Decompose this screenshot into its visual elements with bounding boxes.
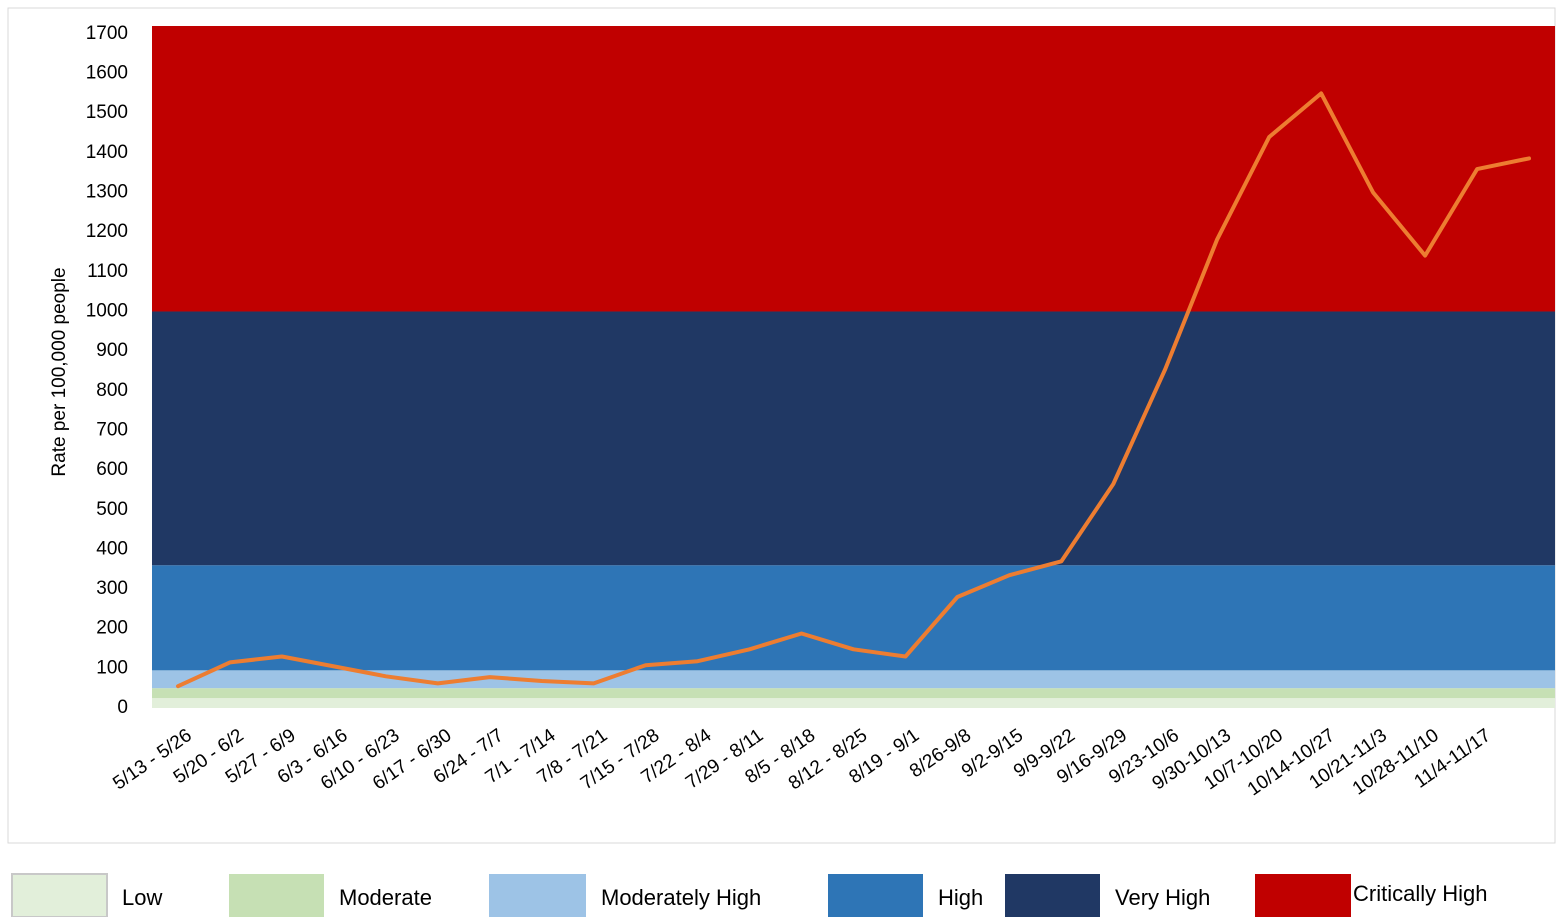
risk-band [152,565,1555,671]
legend-swatch [229,874,324,917]
y-tick-label: 1500 [86,102,128,123]
y-tick-label: 600 [96,459,128,480]
legend-swatch [11,873,108,917]
legend-swatch [489,874,586,917]
risk-band [152,688,1555,699]
risk-band [152,26,1555,312]
y-tick-label: 200 [96,618,128,639]
risk-band [152,311,1555,566]
y-tick-label: 900 [96,340,128,361]
legend-label: Very High [1115,885,1210,910]
y-tick-label: 1700 [86,23,128,44]
y-tick-label: 1600 [86,63,128,84]
y-tick-label: 1100 [87,261,128,282]
legend-swatch [828,874,923,917]
y-tick-label: 800 [96,380,128,401]
y-tick-label: 700 [96,419,128,440]
y-tick-label: 1000 [86,301,128,322]
y-tick-label: 1300 [86,182,128,203]
y-tick-label: 500 [96,499,128,520]
line-series [176,91,1531,689]
y-axis-title: Rate per 100,000 people [49,267,70,476]
legend-swatch [1005,874,1100,917]
legend-label: High [938,885,983,910]
y-tick-label: 0 [117,697,128,718]
legend-label: Critically High [1353,881,1487,906]
legend-label: Moderate [339,885,432,910]
risk-band [152,698,1555,708]
y-tick-label: 1200 [86,221,128,242]
legend-swatch [1255,874,1351,917]
risk-band [152,670,1555,689]
y-tick-label: 400 [96,538,128,559]
y-tick-label: 100 [96,657,128,678]
legend-label: Low [122,885,162,910]
y-tick-label: 1400 [86,142,128,163]
y-tick-label: 300 [96,578,128,599]
legend-label: Moderately High [601,885,761,910]
